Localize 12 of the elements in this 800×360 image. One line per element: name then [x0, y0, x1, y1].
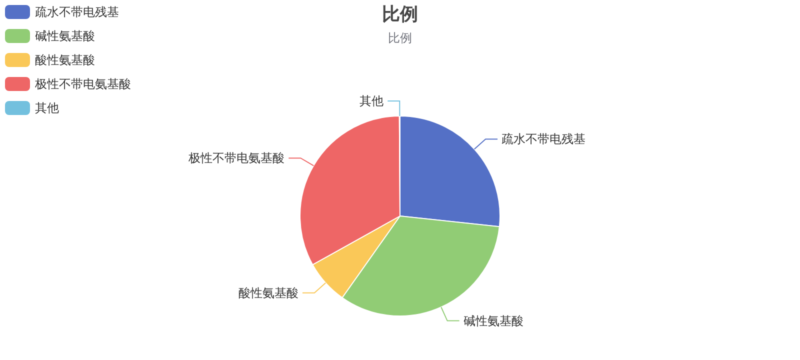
slice-label: 酸性氨基酸 [238, 286, 298, 300]
legend-label: 疏水不带电残基 [35, 5, 119, 19]
slice-label: 碱性氨基酸 [463, 314, 524, 328]
chart-title: 比例 [382, 4, 418, 25]
legend-label: 极性不带电氨基酸 [34, 77, 131, 91]
slice-label: 其他 [360, 94, 384, 108]
slice-label: 疏水不带电残基 [502, 132, 586, 146]
legend-label: 酸性氨基酸 [35, 53, 95, 67]
slice-label: 极性不带电氨基酸 [188, 151, 285, 166]
legend-label: 碱性氨基酸 [35, 29, 95, 43]
text: 比例 [388, 31, 412, 45]
legend-label: 其他 [35, 101, 59, 115]
